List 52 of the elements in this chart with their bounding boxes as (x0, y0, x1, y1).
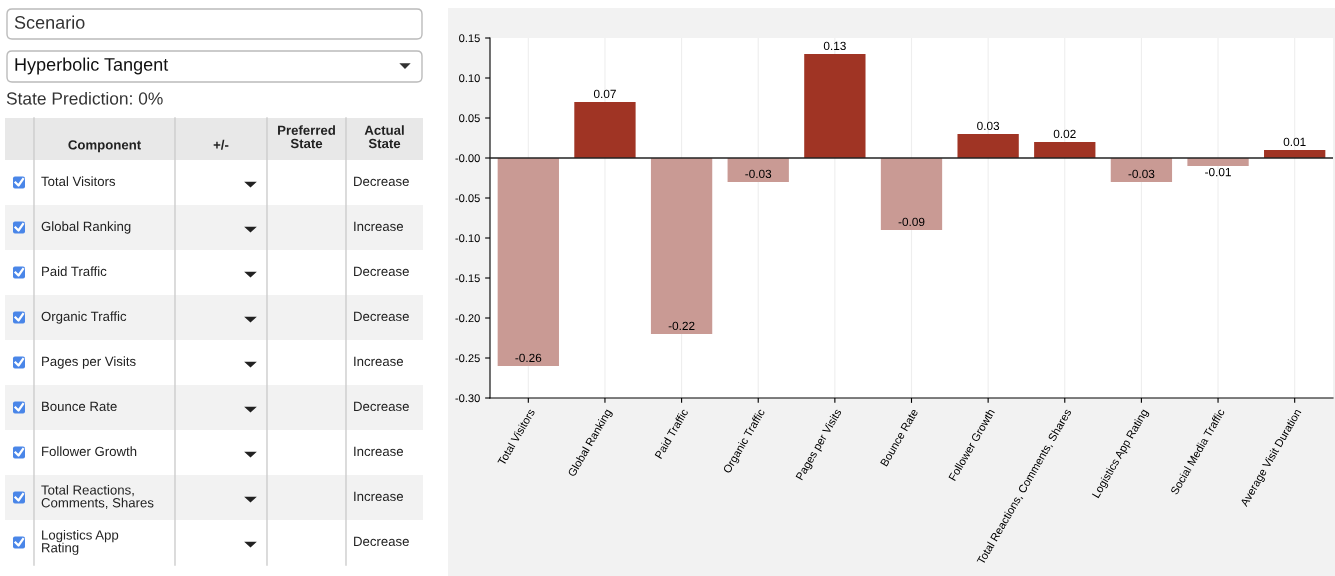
data-label: -0.03 (745, 169, 772, 179)
bar (497, 158, 559, 366)
data-label: -0.22 (668, 321, 695, 331)
text: Preferred State (278, 125, 335, 149)
y-tick-label: -0.10 (455, 234, 480, 243)
data-label: -0.09 (898, 217, 925, 227)
text: Decrease (354, 536, 409, 547)
y-tick-label: 0.15 (459, 34, 480, 43)
text: Decrease (354, 266, 409, 277)
text: Increase (354, 446, 404, 457)
bar (1034, 142, 1096, 158)
text: Increase (354, 491, 404, 502)
data-label: -0.01 (1205, 167, 1231, 177)
data-label: -0.26 (515, 353, 542, 363)
bar (727, 158, 789, 182)
bar (1110, 158, 1173, 182)
bar (574, 102, 636, 158)
bar (880, 158, 943, 230)
data-label: 0.07 (593, 89, 616, 99)
text: Scenario (14, 15, 85, 29)
y-tick-label: -0.30 (455, 394, 480, 403)
data-label: 0.01 (1283, 137, 1306, 147)
category-label: Organic Traffic (41, 311, 127, 324)
category-label: Global Ranking (41, 221, 131, 234)
data-label: 0.03 (977, 121, 1000, 131)
bar (804, 54, 866, 158)
y-tick-label: -0.15 (455, 274, 480, 283)
y-tick-label: -0.20 (455, 314, 480, 323)
text: State Prediction: 0% (6, 91, 163, 105)
text: Hyperbolic Tangent (15, 57, 169, 75)
text: Increase (354, 221, 404, 232)
y-tick-label: 0.10 (459, 74, 480, 83)
category-label: Total Visitors (41, 176, 116, 187)
y-tick-label: -0.05 (455, 194, 480, 203)
text: Decrease (354, 311, 409, 322)
data-label: 0.02 (1053, 129, 1076, 139)
data-label: 0.13 (823, 41, 846, 51)
text: Increase (354, 356, 404, 367)
category-label: Paid Traffic (42, 266, 107, 277)
category-label: Pages per Visits (42, 356, 136, 369)
text: Decrease (354, 401, 409, 412)
category-label: Logistics App Rating (42, 529, 119, 556)
y-tick-label: -0.00 (455, 154, 480, 163)
text: Decrease (354, 176, 409, 187)
bar (957, 134, 1019, 158)
y-tick-label: 0.05 (459, 114, 480, 123)
text: +/- (213, 139, 229, 150)
bar (650, 158, 713, 334)
text: Actual State (364, 125, 404, 149)
data-label: -0.03 (1128, 169, 1155, 179)
y-tick-label: -0.25 (455, 354, 480, 363)
text: Component (68, 140, 141, 153)
